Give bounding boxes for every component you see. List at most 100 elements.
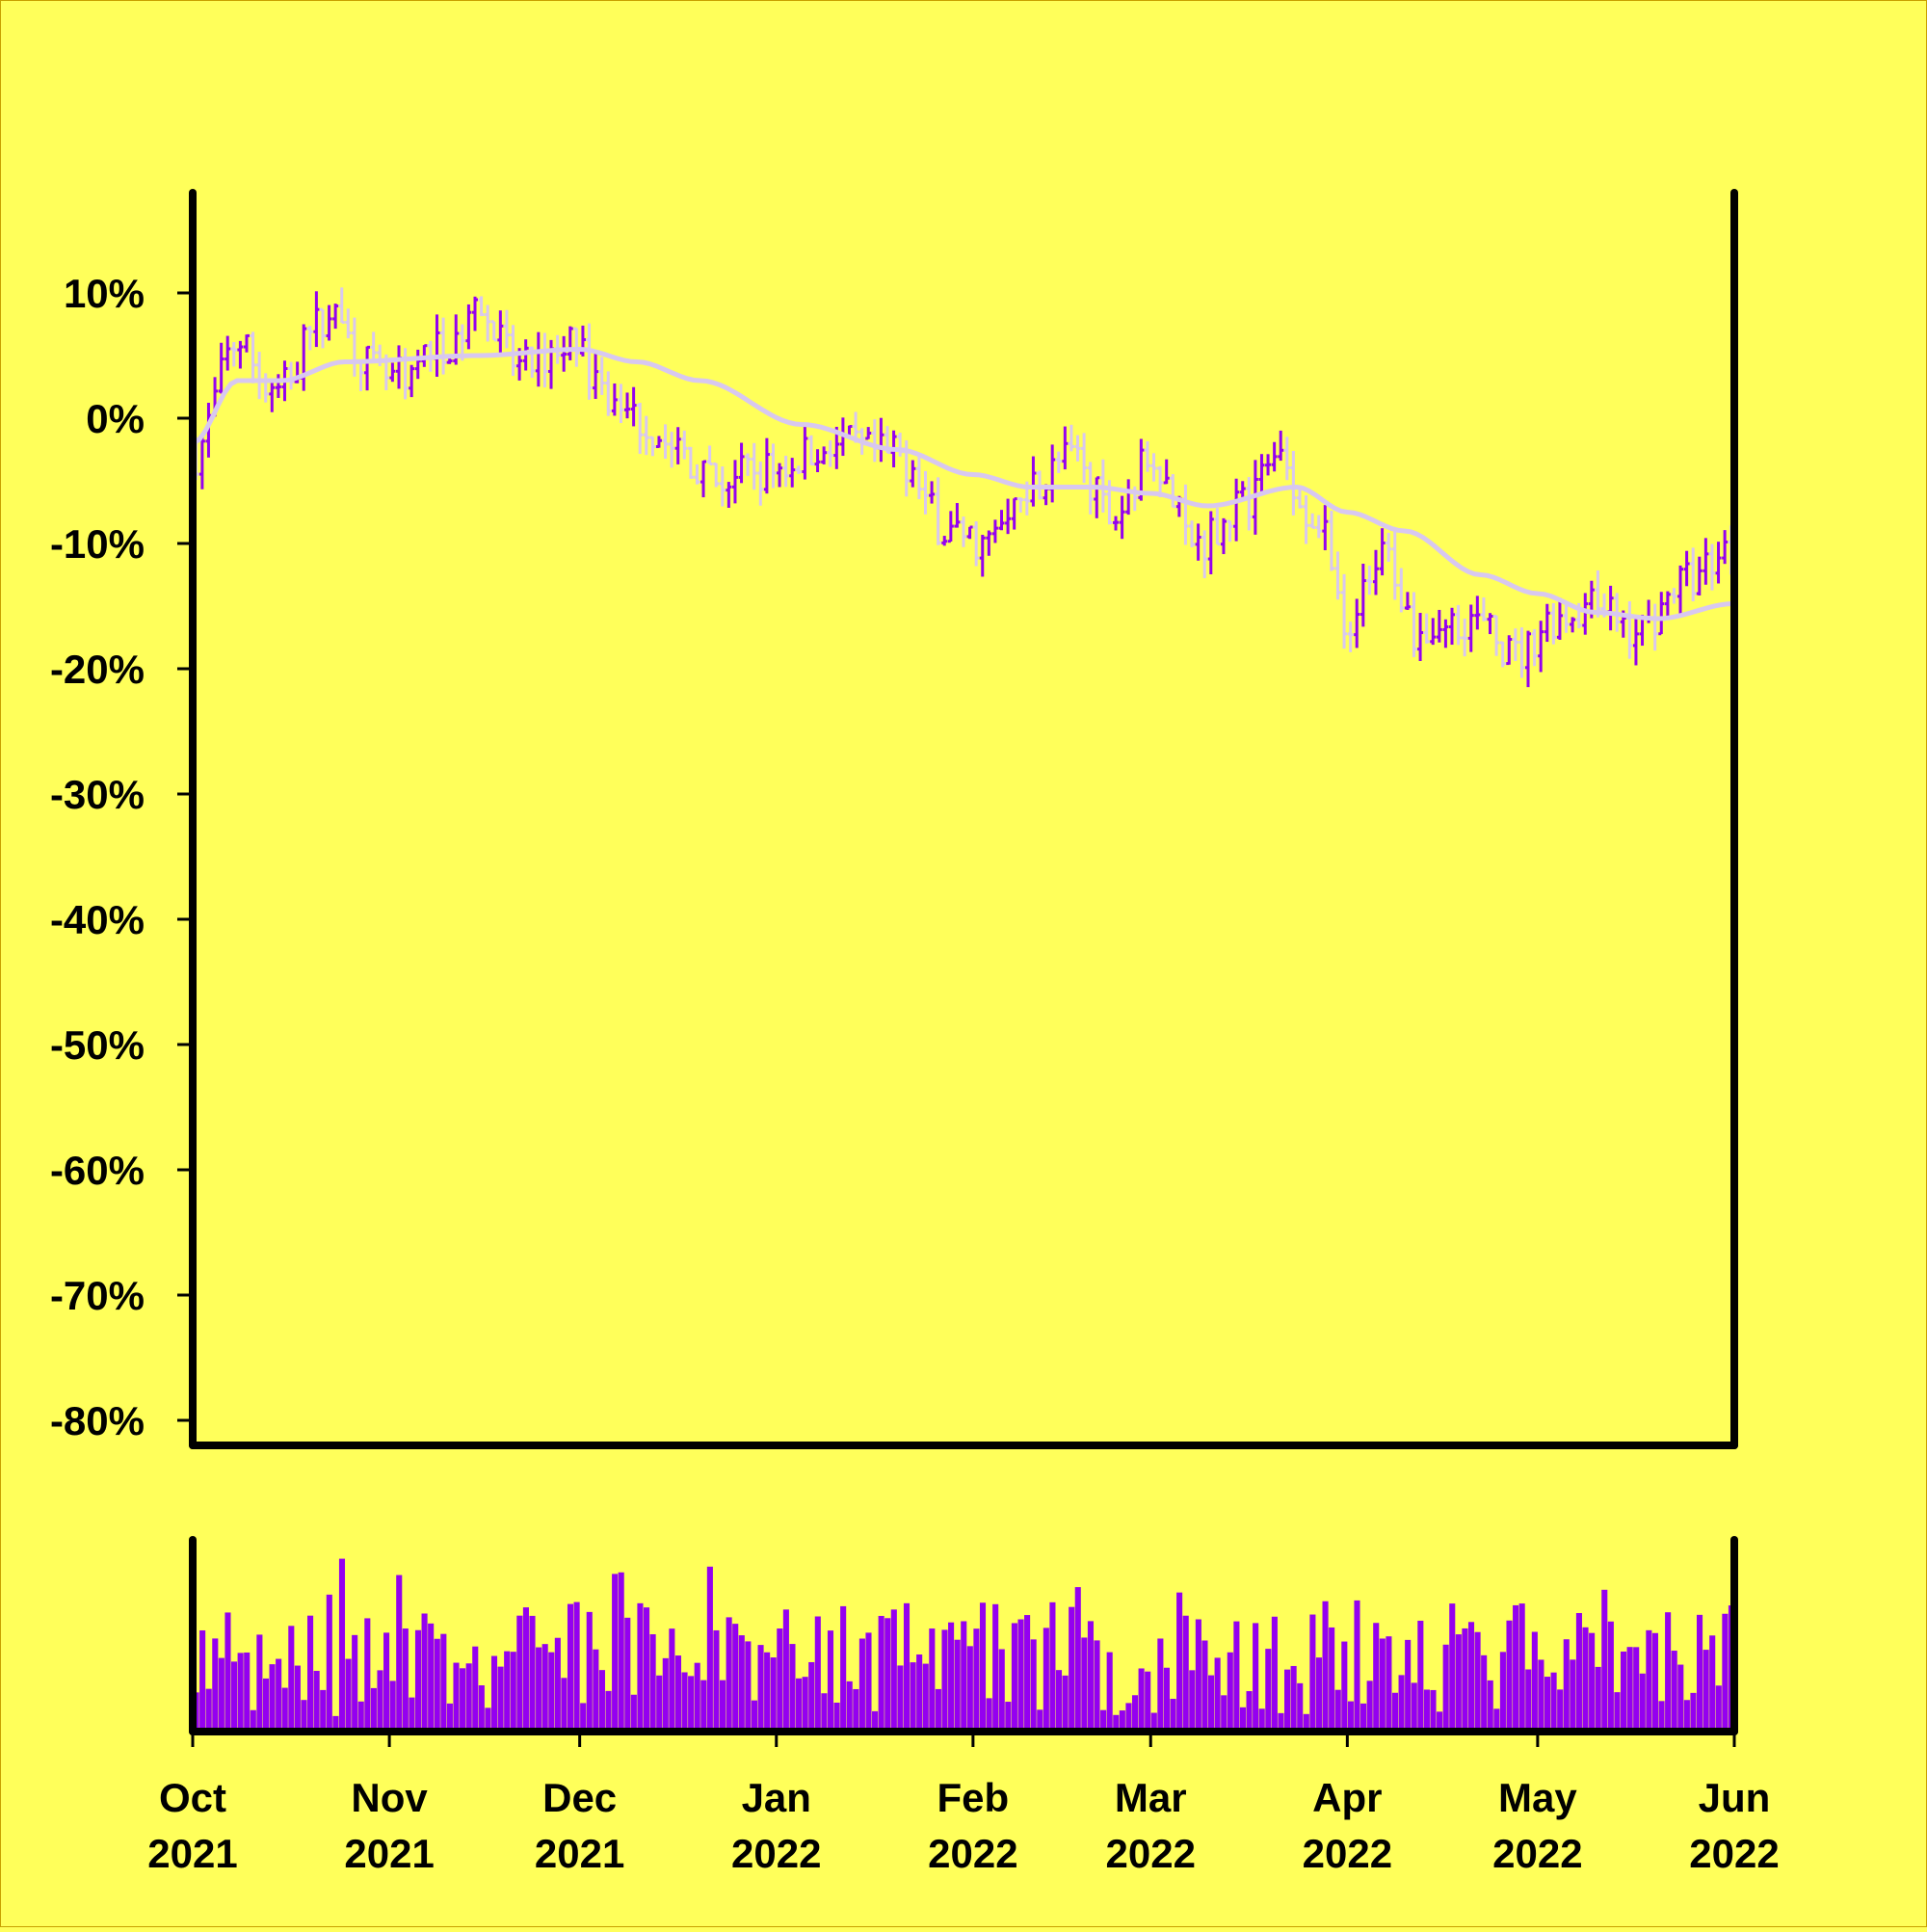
volume-bar [1043, 1628, 1049, 1732]
ohlc-bar [306, 326, 313, 351]
volume-bar [1373, 1623, 1380, 1732]
ohlc-bar [1499, 641, 1506, 668]
ohlc-bar [1455, 604, 1462, 646]
y-tick-label: 10% [64, 271, 145, 316]
volume-bar [205, 1688, 212, 1732]
ohlc-bar [745, 453, 752, 476]
x-tick-label: Jan 2022 [731, 1775, 821, 1876]
volume-bar [903, 1602, 911, 1732]
volume-bar [941, 1629, 948, 1732]
volume-bar [1423, 1689, 1430, 1732]
ohlc-bar [389, 362, 396, 383]
ohlc-bar [1303, 495, 1309, 544]
volume-bar [1665, 1612, 1672, 1732]
volume-bar [593, 1649, 599, 1732]
volume-bar [1062, 1675, 1069, 1732]
volume-bar [1651, 1632, 1658, 1732]
ohlc-bar [1550, 602, 1557, 645]
y-tick-label: -70% [50, 1273, 145, 1318]
volume-bar [1315, 1657, 1323, 1732]
ohlc-bar [1315, 515, 1322, 539]
volume-bar [1360, 1703, 1367, 1732]
volume-bar [1329, 1627, 1335, 1732]
volume-bar [1170, 1699, 1176, 1732]
volume-bar [1417, 1620, 1424, 1732]
y-tick-label: -10% [50, 521, 145, 567]
volume-bar [364, 1618, 371, 1732]
ohlc-bar [827, 440, 833, 467]
ohlc-bar [1506, 635, 1513, 666]
volume-bar [827, 1630, 834, 1732]
y-tick-label: -60% [50, 1148, 145, 1193]
volume-bar [567, 1603, 574, 1732]
volume-bar [561, 1678, 568, 1732]
volume-bar [580, 1703, 587, 1732]
volume-bar [1557, 1689, 1564, 1732]
volume-bar [1176, 1592, 1183, 1732]
ohlc-bar [1442, 619, 1449, 648]
ohlc-bar [224, 335, 231, 371]
ohlc-bar [243, 333, 250, 353]
volume-bar [1145, 1671, 1151, 1732]
volume-bar [865, 1632, 872, 1732]
volume-bar [1462, 1628, 1468, 1732]
volume-bar [522, 1607, 529, 1732]
volume-bar [453, 1662, 460, 1732]
ohlc-bar [807, 435, 814, 466]
volume-bar [1189, 1670, 1196, 1732]
volume-bar [1239, 1707, 1247, 1732]
ohlc-bar [1671, 588, 1677, 604]
ohlc-bar [1538, 621, 1544, 673]
ohlc-bar [326, 304, 332, 341]
volume-bar [1074, 1587, 1081, 1732]
moving-average-line [191, 347, 1735, 622]
ohlc-bar [561, 335, 568, 372]
ohlc-bar [1278, 430, 1284, 462]
volume-bar [1284, 1669, 1291, 1732]
ohlc-bar [991, 519, 998, 543]
ohlc-bar [1170, 474, 1176, 509]
ohlc-bar [440, 317, 447, 375]
ohlc-bar [1207, 511, 1214, 575]
x-tick-label: Apr 2022 [1303, 1775, 1392, 1876]
ohlc-bar [777, 463, 783, 488]
volume-bar [1391, 1692, 1399, 1732]
volume-bar [1683, 1700, 1690, 1732]
y-tick-label: -40% [50, 897, 145, 942]
volume-bar [808, 1661, 815, 1732]
volume-bar [1563, 1639, 1570, 1732]
volume-bar [700, 1680, 707, 1732]
volume-bar [281, 1687, 288, 1732]
ohlc-bar [954, 503, 961, 528]
volume-bar [338, 1558, 346, 1732]
volume-bar [961, 1621, 967, 1732]
x-tick-label: Feb 2022 [928, 1775, 1017, 1876]
volume-bar [1049, 1601, 1056, 1732]
volume-bar [231, 1661, 238, 1732]
volume-bar [966, 1646, 973, 1732]
ohlc-bar [719, 466, 726, 507]
volume-bar [1487, 1680, 1493, 1732]
ohlc-bar [1715, 542, 1722, 584]
ohlc-bar [472, 296, 479, 331]
volume-bar [262, 1678, 270, 1732]
volume-bar [1150, 1712, 1157, 1732]
volume-bar [973, 1628, 980, 1732]
ohlc-bar [478, 296, 485, 317]
volume-bar [244, 1652, 251, 1732]
volume-bar [1081, 1637, 1088, 1732]
ohlc-bar [1138, 438, 1145, 501]
volume-bar [1297, 1682, 1304, 1732]
volume-bar [377, 1670, 383, 1732]
ohlc-bar [770, 443, 777, 489]
volume-bar [1531, 1631, 1538, 1732]
volume-bar [1449, 1603, 1456, 1732]
ohlc-bar [1632, 618, 1639, 666]
volume-bar [618, 1572, 624, 1732]
ohlc-bar [1398, 568, 1405, 613]
ohlc-bar [1322, 505, 1329, 551]
volume-bar [389, 1681, 396, 1732]
ohlc-bar [1658, 592, 1665, 636]
ohlc-bar [1386, 532, 1392, 563]
ohlc-bar [1283, 437, 1290, 481]
